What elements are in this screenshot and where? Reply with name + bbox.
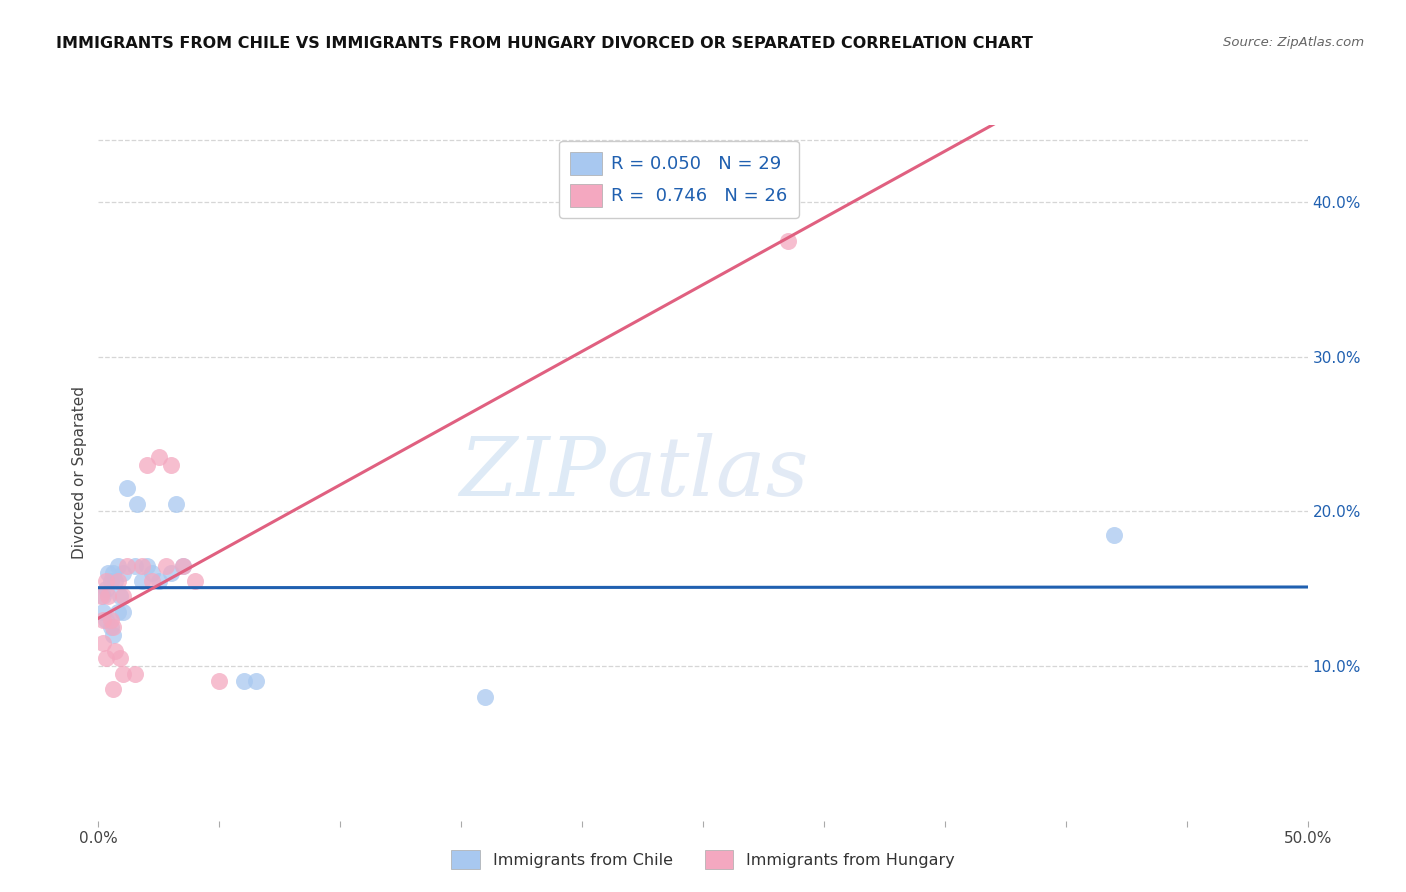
Point (124, 666, 146, 681)
Point (148, 450, 170, 465)
Point (165, 497, 187, 511)
Text: ZIP: ZIP (460, 433, 606, 513)
Point (100, 613, 122, 627)
Point (172, 558, 194, 573)
Point (776, 234, 799, 248)
Point (172, 558, 194, 573)
Point (101, 566, 124, 581)
Text: IMMIGRANTS FROM CHILE VS IMMIGRANTS FROM HUNGARY DIVORCED OR SEPARATED CORRELATI: IMMIGRANTS FROM CHILE VS IMMIGRANTS FROM… (56, 36, 1033, 51)
Point (111, 666, 134, 681)
Point (91, 590, 114, 604)
Point (135, 558, 157, 573)
Point (101, 682, 124, 697)
Text: atlas: atlas (606, 433, 808, 513)
Point (184, 574, 207, 588)
Point (474, 690, 496, 704)
Point (104, 574, 127, 588)
Legend: R = 0.050   N = 29, R =  0.746   N = 26: R = 0.050 N = 29, R = 0.746 N = 26 (560, 141, 799, 218)
Point (131, 558, 153, 573)
Point (160, 566, 183, 581)
Point (107, 574, 129, 588)
Point (108, 651, 131, 665)
Point (97, 590, 120, 604)
Point (104, 643, 127, 657)
Point (155, 558, 177, 573)
Point (94, 582, 117, 596)
Point (148, 574, 170, 588)
Point (100, 620, 122, 634)
Point (135, 458, 157, 472)
Point (124, 558, 146, 573)
Point (208, 674, 231, 689)
Point (91, 605, 114, 619)
Point (91, 636, 114, 650)
Point (160, 458, 183, 472)
Point (141, 574, 163, 588)
Point (1102, 527, 1125, 541)
Point (94, 574, 117, 588)
Point (232, 674, 254, 689)
Point (127, 497, 149, 511)
Y-axis label: Divorced or Separated: Divorced or Separated (72, 386, 87, 559)
Legend: Immigrants from Chile, Immigrants from Hungary: Immigrants from Chile, Immigrants from H… (444, 844, 962, 875)
Point (94, 613, 117, 627)
Point (131, 574, 153, 588)
Point (111, 566, 134, 581)
Point (101, 628, 124, 642)
Point (141, 566, 163, 581)
Point (117, 481, 139, 495)
Point (108, 590, 131, 604)
Point (90, 590, 112, 604)
Point (111, 605, 134, 619)
Point (111, 590, 134, 604)
Point (91, 613, 114, 627)
Point (101, 620, 124, 634)
Point (107, 605, 129, 619)
Point (94, 651, 117, 665)
Text: Source: ZipAtlas.com: Source: ZipAtlas.com (1223, 36, 1364, 49)
Point (117, 558, 139, 573)
Point (97, 566, 120, 581)
Point (245, 674, 267, 689)
Point (107, 558, 129, 573)
Point (100, 574, 122, 588)
